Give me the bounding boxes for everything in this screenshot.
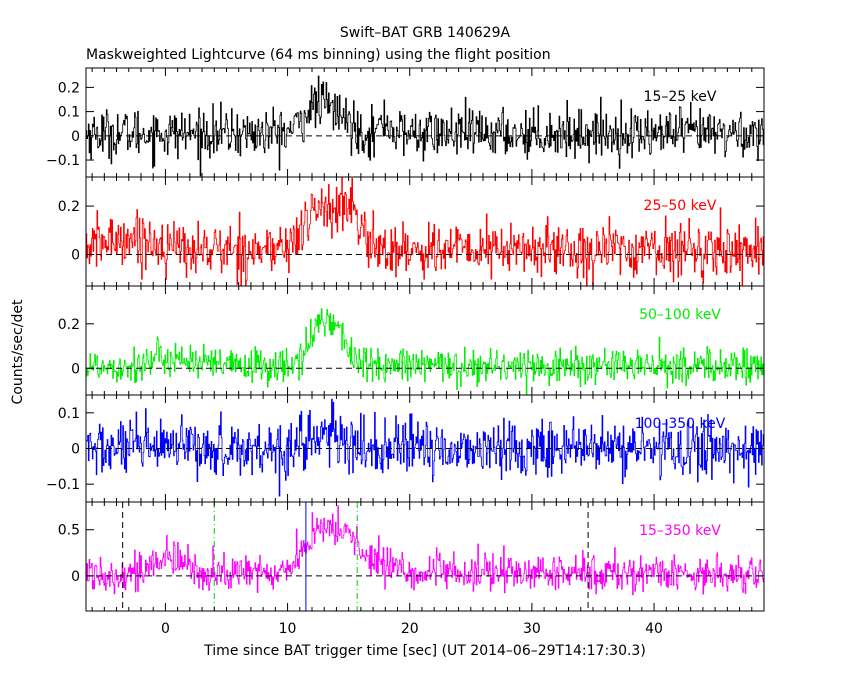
panel-frame-1 bbox=[85, 176, 765, 287]
panel-3: −0.1 0 0.1 100–350 keV bbox=[46, 394, 765, 503]
y-tick-label-3-2: 0.1 bbox=[58, 406, 80, 422]
x-tick-label-1: 10 bbox=[279, 621, 297, 637]
panel-frame-0 bbox=[85, 67, 765, 178]
y-tick-label-2-0: 0 bbox=[71, 361, 80, 377]
band-label-0: 15–25 keV bbox=[644, 89, 717, 105]
y-tick-label-4-1: 0.5 bbox=[58, 523, 80, 539]
panel-frame-4 bbox=[85, 501, 765, 612]
panels-group: −0.1 0 0.1 0.2 15–25 keV 0 0.2 25–50 keV 0 0.2 50–… bbox=[46, 67, 765, 637]
band-label-4: 15–350 keV bbox=[639, 523, 721, 539]
chart-subtitle: Maskweighted Lightcurve (64 ms binning) … bbox=[86, 47, 551, 63]
y-tick-label-3-0: −0.1 bbox=[46, 477, 80, 493]
y-tick-label-0-2: 0.1 bbox=[58, 105, 80, 121]
chart-title: Swift–BAT GRB 140629A bbox=[340, 25, 511, 41]
series-line-3 bbox=[86, 398, 764, 497]
x-tick-label-3: 30 bbox=[523, 621, 541, 637]
panel-0: −0.1 0 0.1 0.2 15–25 keV bbox=[46, 67, 765, 178]
x-tick-label-2: 20 bbox=[401, 621, 419, 637]
series-line-4 bbox=[86, 505, 764, 596]
panel-2: 0 0.2 50–100 keV bbox=[58, 285, 765, 396]
y-tick-label-1-1: 0.2 bbox=[58, 199, 80, 215]
series-line-1 bbox=[86, 177, 764, 286]
x-tick-label-0: 0 bbox=[161, 621, 170, 637]
band-label-3: 100–350 keV bbox=[635, 416, 726, 432]
series-line-2 bbox=[86, 308, 764, 395]
x-axis-label: Time since BAT trigger time [sec] (UT 20… bbox=[203, 643, 646, 659]
y-axis-label: Counts/sec/det bbox=[10, 299, 26, 404]
series-line-0 bbox=[86, 75, 764, 177]
y-tick-label-4-0: 0 bbox=[71, 569, 80, 585]
panel-1: 0 0.2 25–50 keV bbox=[58, 176, 765, 287]
y-tick-label-0-3: 0.2 bbox=[58, 80, 80, 96]
panel-4: 0 0.5 15–350 keV bbox=[58, 501, 765, 612]
y-tick-label-2-1: 0.2 bbox=[58, 317, 80, 333]
y-tick-label-3-1: 0 bbox=[71, 442, 80, 458]
y-tick-label-0-1: 0 bbox=[71, 129, 80, 145]
x-tick-label-4: 40 bbox=[645, 621, 663, 637]
y-tick-label-1-0: 0 bbox=[71, 248, 80, 264]
band-label-2: 50–100 keV bbox=[639, 307, 721, 323]
band-label-1: 25–50 keV bbox=[644, 198, 717, 214]
y-tick-label-0-0: −0.1 bbox=[46, 153, 80, 169]
